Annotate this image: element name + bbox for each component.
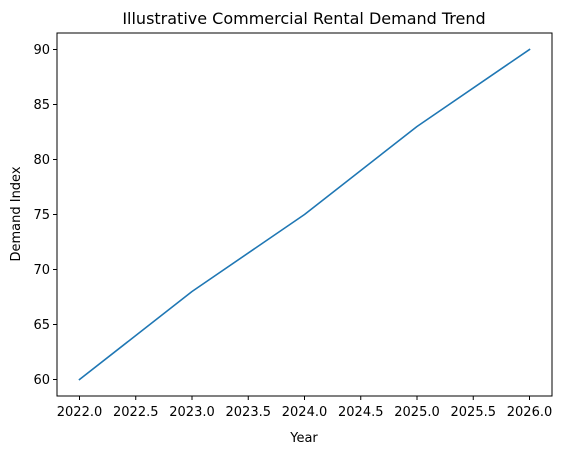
x-tick-label: 2022.5 (113, 405, 159, 420)
y-tick-label: 90 (33, 43, 50, 58)
x-tick-label: 2026.0 (507, 405, 553, 420)
x-axis: 2022.0 2022.5 2023.0 2023.5 2024.0 2024.5 2025… (57, 396, 553, 420)
series-line (78, 48, 531, 381)
y-tick-label: 60 (33, 373, 50, 388)
chart-title: Illustrative Commercial Rental Demand Tr… (122, 9, 485, 28)
y-tick-label: 80 (33, 153, 50, 168)
y-axis-label: Demand Index (9, 166, 24, 261)
x-axis-label: Year (289, 431, 318, 446)
y-tick-label: 70 (33, 263, 50, 278)
y-tick-label: 65 (33, 318, 50, 333)
y-tick-label: 75 (33, 208, 50, 223)
y-tick-label: 85 (33, 98, 50, 113)
series-layer (78, 48, 531, 381)
x-tick-label: 2025.0 (394, 405, 440, 420)
x-tick-label: 2023.0 (169, 405, 215, 420)
y-axis: 60 65 70 75 80 85 90 (33, 43, 57, 388)
x-tick-label: 2025.5 (451, 405, 497, 420)
x-tick-label: 2023.5 (226, 405, 272, 420)
x-tick-label: 2024.0 (282, 405, 328, 420)
x-tick-label: 2024.5 (338, 405, 384, 420)
x-tick-label: 2022.0 (57, 405, 103, 420)
